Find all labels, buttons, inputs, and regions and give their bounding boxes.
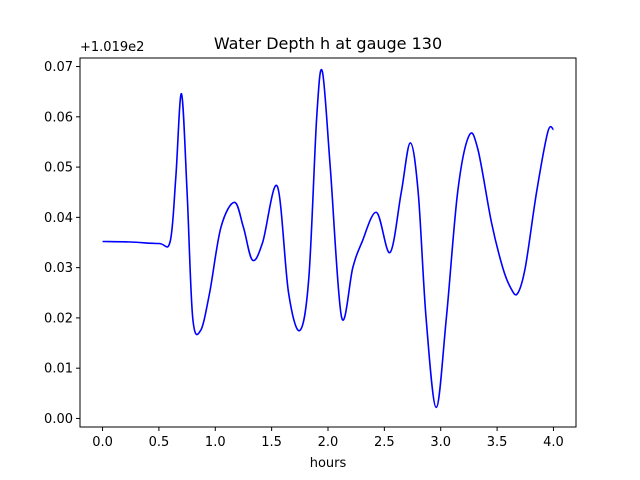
x-axis-ticks: 0.0 0.5 1.0 1.5 2.0 2.5 3.0 3.5 4.0 (92, 427, 564, 450)
y-tick-label: 0.07 (44, 60, 73, 75)
x-axis-label: hours (310, 456, 347, 471)
y-tick-label: 0.02 (44, 311, 73, 326)
x-tick-label: 1.5 (261, 435, 282, 450)
x-tick-label: 2.5 (374, 435, 395, 450)
y-tick-label: 0.05 (44, 161, 73, 176)
y-tick-label: 0.03 (44, 261, 73, 276)
y-offset-label: +1.019e2 (80, 40, 144, 55)
x-tick-label: 3.5 (487, 435, 508, 450)
y-tick-label: 0.06 (44, 110, 73, 125)
x-tick-label: 0.0 (92, 435, 113, 450)
chart-title: Water Depth h at gauge 130 (214, 34, 442, 53)
plot-area (80, 58, 576, 427)
x-tick-label: 0.5 (149, 435, 170, 450)
y-tick-label: 0.04 (44, 211, 73, 226)
x-tick-label: 1.0 (205, 435, 226, 450)
x-tick-label: 4.0 (543, 435, 564, 450)
x-tick-label: 3.0 (430, 435, 451, 450)
y-tick-label: 0.00 (44, 412, 73, 427)
x-tick-label: 2.0 (318, 435, 339, 450)
y-tick-label: 0.01 (44, 362, 73, 377)
series-layer (102, 68, 555, 409)
series-line (102, 68, 555, 409)
y-axis-ticks: 0.00 0.01 0.02 0.03 0.04 0.05 0.06 0.07 (44, 60, 80, 427)
